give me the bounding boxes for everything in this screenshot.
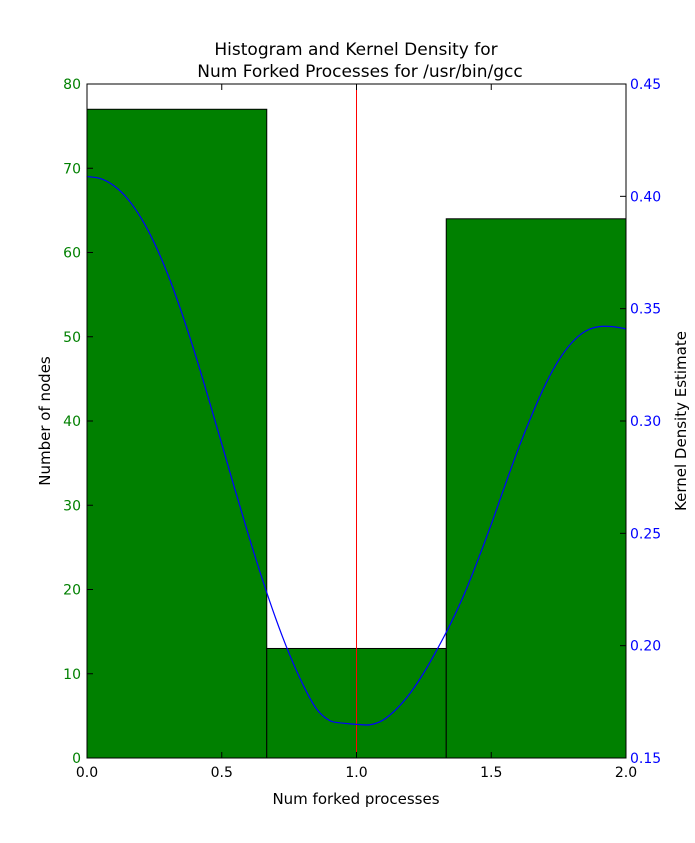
x-axis-ticks: 0.0 0.5 1.0 1.5 2.0 bbox=[76, 84, 637, 781]
y-tick-label: 50 bbox=[63, 330, 81, 346]
histogram-bar bbox=[86, 108, 268, 759]
y-tick-label: 40 bbox=[63, 414, 81, 430]
chart-title-line-2: Num Forked Processes for /usr/bin/gcc bbox=[197, 62, 522, 82]
y-tick-label: 10 bbox=[63, 667, 81, 683]
y2-tick-label: 0.40 bbox=[630, 189, 661, 205]
y2-tick-label: 0.30 bbox=[630, 414, 661, 430]
kde-curve-group bbox=[86, 175, 627, 726]
y2-tick-label: 0.25 bbox=[630, 526, 661, 542]
chart-title-line-1: Histogram and Kernel Density for bbox=[214, 40, 497, 60]
y2-axis-ticks: 0.15 0.20 0.25 0.30 0.35 0.40 0.45 bbox=[620, 77, 661, 767]
y-tick-label: 70 bbox=[63, 161, 81, 177]
x-tick-label: 0.0 bbox=[76, 765, 98, 781]
y2-tick-label: 0.45 bbox=[630, 77, 661, 93]
y-tick-label: 60 bbox=[63, 246, 81, 262]
y-tick-label: 80 bbox=[63, 77, 81, 93]
x-tick-label: 1.5 bbox=[480, 765, 502, 781]
y-axis-label: Number of nodes bbox=[36, 356, 54, 486]
x-tick-label: 0.5 bbox=[211, 765, 233, 781]
histogram-bars bbox=[86, 108, 627, 759]
y-tick-label: 30 bbox=[63, 498, 81, 514]
y2-tick-label: 0.20 bbox=[630, 639, 661, 655]
kde-curve bbox=[86, 175, 627, 726]
y2-axis-label: Kernel Density Estimate bbox=[672, 331, 690, 511]
y2-tick-label: 0.15 bbox=[630, 751, 661, 767]
x-tick-label: 1.0 bbox=[345, 765, 367, 781]
y-tick-label: 0 bbox=[72, 751, 81, 767]
x-tick-label: 2.0 bbox=[615, 765, 637, 781]
x-axis-label: Num forked processes bbox=[272, 790, 439, 808]
y-tick-label: 20 bbox=[63, 583, 81, 599]
y2-tick-label: 0.35 bbox=[630, 302, 661, 318]
histogram-bar bbox=[445, 218, 627, 759]
y-axis-ticks: 0 10 20 30 40 50 60 70 80 bbox=[63, 77, 93, 767]
